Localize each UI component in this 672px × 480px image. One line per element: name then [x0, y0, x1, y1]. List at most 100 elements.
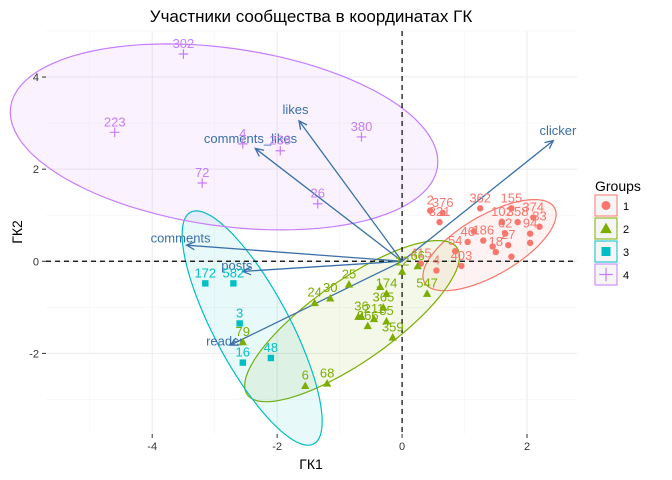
ellipse-group-1 [422, 199, 557, 292]
legend-symbol-4 [599, 267, 613, 282]
point-group-2 [344, 280, 354, 288]
point-group-4 [275, 145, 286, 156]
point-group-2 [376, 282, 385, 290]
legend-label-2: 2 [623, 224, 629, 236]
point-label: 33 [532, 209, 546, 224]
point-group-4 [178, 49, 189, 59]
point-group-1 [505, 241, 512, 249]
loading-arrows: clicker likes comments_likes comments posts r… [151, 102, 577, 349]
point-label: 102 [491, 204, 513, 219]
x-tick-label: -4 [147, 441, 157, 453]
chart-title: Участники сообщества в координатах ГК [150, 7, 473, 26]
point-group-1 [526, 230, 534, 237]
loading-label-reader: reader [206, 334, 244, 349]
point-label: 380 [351, 119, 373, 134]
point-label: 365 [372, 289, 394, 304]
ellipse-group-3 [181, 210, 323, 446]
point-label: 27 [501, 227, 515, 242]
point-group-1 [489, 243, 496, 250]
point-group-2 [422, 289, 432, 297]
point-group-1 [439, 209, 446, 217]
point-group-1 [508, 205, 515, 212]
point-group-2 [363, 321, 372, 330]
loading-arrow-likes [298, 120, 403, 262]
point-label: 30 [323, 280, 337, 295]
point-group-1 [480, 237, 487, 244]
point-label: 186 [472, 223, 494, 238]
y-tick-label: 0 [33, 256, 39, 268]
point-label: 68 [320, 365, 334, 380]
point-label: 172 [194, 265, 216, 280]
point-label: 4 [239, 126, 246, 141]
arrow-head-reader [228, 337, 240, 346]
point-label: 415 [410, 246, 432, 261]
x-tick-label: 2 [524, 441, 530, 453]
point-group-2 [238, 337, 247, 346]
point-group-1 [476, 205, 484, 212]
point-label: 403 [451, 248, 473, 263]
point-group-2 [326, 293, 335, 302]
loading-arrow-comments [186, 244, 403, 262]
plot-background [46, 31, 577, 434]
point-group-2 [369, 314, 379, 323]
point-group-2 [301, 381, 310, 389]
point-group-1 [501, 230, 509, 237]
point-label: 302 [173, 36, 195, 51]
arrow-head-clicker [544, 139, 555, 149]
loading-label-likes: likes [282, 102, 309, 117]
ellipse-group-2 [244, 240, 461, 403]
point-group-2 [354, 312, 363, 320]
point-label: 211 [364, 301, 385, 316]
group-ellipses [9, 43, 557, 446]
point-label: 4 [433, 252, 440, 267]
point-group-2 [379, 303, 388, 311]
point-group-3 [267, 354, 275, 362]
point-group-1 [426, 207, 434, 214]
point-group-3 [236, 320, 243, 327]
point-label: 85 [379, 303, 393, 318]
point-label: 359 [382, 319, 404, 334]
ellipse-group-4 [9, 43, 439, 231]
point-group-2 [413, 261, 422, 270]
loading-arrow-clicker [401, 140, 554, 262]
point-label: 582 [223, 265, 245, 280]
loading-arrow-comments_likes [254, 147, 403, 262]
y-tick-label: 2 [33, 164, 39, 176]
point-label: 66 [410, 248, 424, 263]
legend-label-3: 3 [623, 247, 629, 259]
x-axis-title: ГК1 [299, 456, 323, 472]
loading-label-comments_likes: comments_likes [204, 131, 298, 146]
point-label: 54 [448, 233, 462, 248]
legend-symbol-3 [601, 247, 611, 256]
point-group-3 [239, 359, 246, 366]
arrow-head-posts [241, 266, 252, 276]
point-label: 18 [489, 234, 503, 249]
point-label: 25 [342, 266, 356, 281]
point-group-1 [498, 218, 506, 226]
x-tick-label: -2 [272, 441, 282, 453]
point-group-1 [536, 223, 543, 230]
point-group-1 [526, 239, 534, 247]
point-group-4 [197, 178, 207, 188]
point-group-1 [492, 248, 499, 256]
point-group-4 [109, 127, 120, 138]
point-label: 362 [469, 190, 491, 205]
point-label: 174 [376, 276, 398, 291]
point-group-4 [312, 198, 323, 209]
point-group-2 [382, 317, 391, 325]
loading-arrow-posts [242, 260, 403, 273]
point-label: 2 [427, 193, 434, 208]
point-label: 223 [104, 114, 126, 129]
point-label: 238 [269, 133, 291, 148]
y-tick-label: -2 [29, 348, 39, 360]
point-group-2 [388, 333, 397, 341]
arrow-head-likes [298, 119, 308, 130]
point-label: 358 [507, 204, 529, 219]
legend-label-4: 4 [623, 270, 629, 282]
point-group-1 [451, 247, 459, 255]
reference-lines [46, 31, 577, 434]
legend-symbol-1 [601, 201, 611, 210]
point-label: 374 [522, 200, 544, 215]
point-group-1 [530, 214, 537, 221]
